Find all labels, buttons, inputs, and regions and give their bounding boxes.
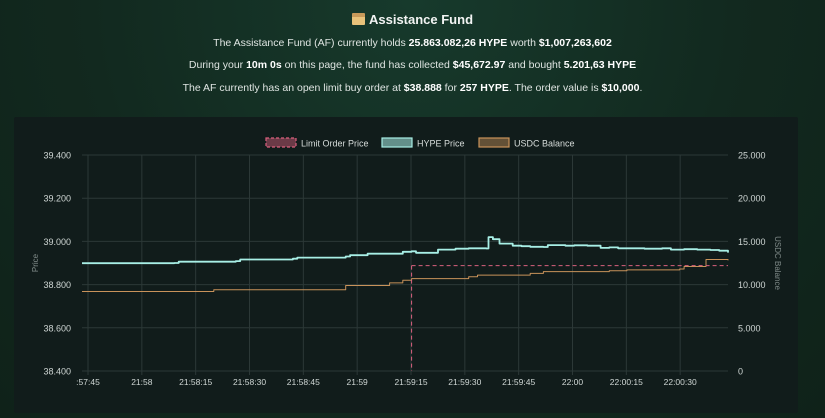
x-tick-label: 21:58	[131, 377, 153, 387]
x-tick-label: 22:00:30	[664, 377, 697, 387]
x-tick-label: 21:58:15	[179, 377, 212, 387]
holdings-prefix: The Assistance Fund (AF) currently holds	[213, 37, 409, 49]
holdings-amount: 25.863.082,26 HYPE	[408, 37, 508, 49]
session-line: During your 10m 0s on this page, the fun…	[0, 59, 825, 71]
y-tick-label: 39.400	[43, 151, 71, 161]
bought-amount: 5.201,63 HYPE	[563, 59, 637, 71]
session-mid2: and bought	[505, 59, 564, 71]
legend-swatch	[265, 137, 297, 148]
usdc-balance-line	[82, 259, 729, 292]
y-tick-label: 38.600	[43, 323, 71, 333]
hype-price-line	[82, 236, 729, 265]
collected-amount: $45,672.97	[452, 59, 506, 71]
y2-tick-label: 25.000	[738, 151, 766, 161]
y2-tick-label: 15.000	[738, 237, 766, 247]
x-tick-label: 21:59:45	[502, 377, 535, 387]
session-mid1: on this page, the fund has collected	[281, 59, 453, 71]
holdings-line: The Assistance Fund (AF) currently holds…	[0, 37, 825, 49]
y2-tick-label: 10.000	[738, 280, 766, 290]
y-tick-label: 38.400	[43, 367, 71, 377]
x-tick-label: 21:59:30	[448, 377, 481, 387]
order-qty: 257 HYPE	[459, 82, 509, 94]
y2-tick-label: 20.000	[738, 194, 766, 204]
holdings-mid: worth	[507, 37, 539, 49]
order-line: The AF currently has an open limit buy o…	[0, 82, 825, 94]
legend-swatch	[478, 137, 510, 148]
order-price: $38.888	[403, 82, 442, 94]
title-text: Assistance Fund	[368, 12, 474, 27]
order-prefix: The AF currently has an open limit buy o…	[182, 82, 404, 94]
page-title: Assistance Fund	[0, 12, 825, 27]
legend-swatch	[381, 137, 413, 148]
y2-axis-title: USDC Balance	[773, 236, 782, 290]
x-tick-label: 21:58:45	[287, 377, 320, 387]
order-mid1: for	[441, 82, 460, 94]
y2-tick-label: 0	[738, 367, 743, 377]
session-prefix: During your	[188, 59, 247, 71]
bank-icon	[351, 13, 365, 25]
price-chart[interactable]: 38.400 38.600 38.800 39.000 39.200 39.400 0 5.0…	[14, 117, 798, 413]
x-tick-label: 21:59:15	[394, 377, 427, 387]
y2-tick-label: 5.000	[738, 323, 761, 333]
legend-label: USDC Balance	[514, 139, 575, 149]
x-tick-label: 21:59	[347, 377, 369, 387]
order-value: $10,000	[601, 82, 640, 94]
x-tick-label: 22:00	[562, 377, 584, 387]
legend-label: Limit Order Price	[301, 139, 369, 149]
y-axis-title: Price	[31, 253, 40, 272]
order-mid2: . The order value is	[508, 82, 602, 94]
x-tick-label: 21:58:30	[233, 377, 266, 387]
x-tick-label: :57:45	[76, 377, 100, 387]
y-tick-label: 39.200	[43, 194, 71, 204]
order-suffix: .	[639, 82, 643, 94]
x-tick-label: 22:00:15	[610, 377, 643, 387]
legend-label: HYPE Price	[417, 139, 465, 149]
chart-panel: 38.400 38.600 38.800 39.000 39.200 39.400 0 5.0…	[14, 117, 798, 413]
y-tick-label: 38.800	[43, 280, 71, 290]
y-tick-label: 39.000	[43, 237, 71, 247]
holdings-worth: $1,007,263,602	[538, 37, 612, 49]
session-duration: 10m 0s	[246, 59, 282, 71]
